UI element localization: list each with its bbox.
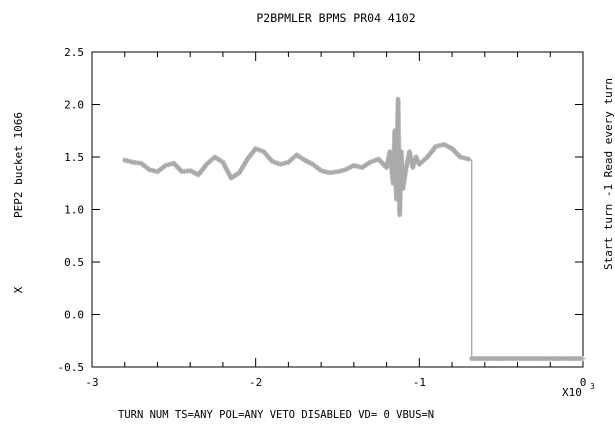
data-point: [580, 356, 586, 362]
right-side-label: Start turn -1 Read every turn: [602, 78, 615, 270]
y-tick-label: 0.0: [64, 309, 84, 322]
y-axis-label: X: [12, 286, 25, 293]
x-tick-label: 0: [580, 376, 587, 389]
data-point: [221, 161, 227, 167]
y-tick-label: 1.5: [64, 151, 84, 164]
series-line: [124, 99, 583, 360]
y-tick-label: -0.5: [58, 361, 85, 374]
x-multiplier-exponent: 3: [590, 382, 595, 391]
data-point: [187, 168, 193, 174]
data-point: [465, 156, 472, 162]
y-tick-label: 1.0: [64, 204, 84, 217]
plot-frame: [91, 51, 584, 368]
y-tick-label: 2.5: [64, 46, 84, 59]
x-tick-label: -2: [249, 376, 262, 389]
y-axis-label-secondary: PEP2 bucket 1066: [12, 112, 25, 218]
footer-status: TURN NUM TS=ANY POL=ANY VETO DISABLED VD…: [118, 409, 434, 421]
y-tick-label: 2.0: [64, 99, 84, 112]
x-multiplier-label: X10: [562, 386, 582, 399]
chart-title: P2BPMLER BPMS PR04 4102: [256, 11, 415, 25]
y-tick-label: 0.5: [64, 256, 84, 269]
data-point: [445, 143, 451, 150]
x-tick-label: -3: [85, 376, 98, 389]
x-tick-label: -1: [413, 376, 426, 389]
